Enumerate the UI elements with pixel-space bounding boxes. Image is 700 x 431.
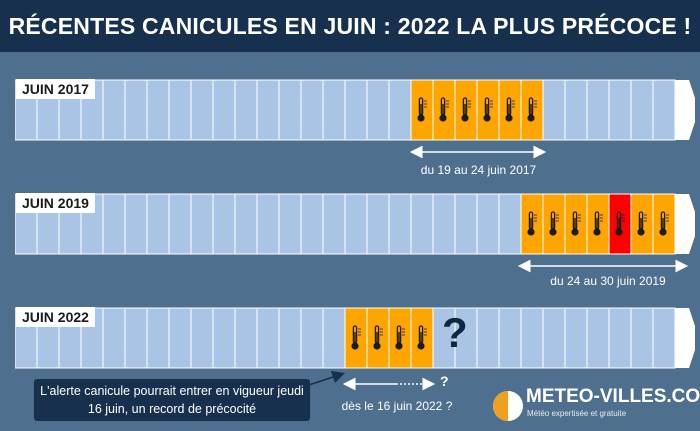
day-cell-25 [542, 193, 566, 255]
thermometer-icon [373, 325, 383, 350]
page-title: RÉCENTES CANICULES EN JUIN : 2022 LA PLU… [0, 0, 700, 52]
timeline-2022-range-caption: dès le 16 juin 2022 ? [341, 399, 453, 413]
timeline-2022: JUIN 2022 [15, 306, 695, 370]
thermometer-icon [395, 325, 405, 350]
day-cell-26 [564, 193, 588, 255]
thermometer-icon [571, 211, 581, 236]
timeline-2017-label: JUIN 2017 [16, 79, 95, 99]
timeline-2017: JUIN 2017 [15, 78, 695, 142]
timeline-2019-label: JUIN 2019 [16, 193, 95, 213]
timeline-arrow-head [675, 194, 695, 254]
day-cell-19 [410, 307, 434, 369]
thermometer-icon [527, 97, 537, 122]
thermometer-icon [505, 97, 515, 122]
thermometer-icon [417, 97, 427, 122]
timeline-2017-range-caption: du 19 au 24 juin 2017 [420, 163, 537, 177]
day-cell-19 [410, 79, 434, 141]
day-cell-20 [432, 79, 456, 141]
thermometer-icon [593, 211, 603, 236]
thermometer-icon [439, 97, 449, 122]
thermometer-icon [417, 325, 427, 350]
timeline-arrow-head [675, 80, 695, 140]
logo: METEO-VILLES.COM Météo expertisée et gra… [492, 386, 700, 426]
thermometer-icon [351, 325, 361, 350]
timeline-2022-label: JUIN 2022 [16, 307, 95, 327]
thermometer-icon [615, 211, 625, 236]
timeline-2019: JUIN 2019 [15, 192, 695, 256]
unknown-end-small-question-mark: ? [440, 373, 449, 389]
timeline-2019-range-caption: du 24 au 30 juin 2019 [550, 274, 666, 288]
day-cell-17 [366, 307, 390, 369]
day-cell-18 [388, 307, 412, 369]
thermometer-icon [483, 97, 493, 122]
logo-name: METEO-VILLES.COM [526, 386, 700, 407]
day-cell-28 [608, 193, 632, 255]
timeline-2022-cells [15, 307, 695, 369]
day-cell-23 [498, 79, 522, 141]
timeline-2019-cells [15, 193, 695, 255]
logo-icon [493, 391, 523, 421]
day-cell-30 [652, 193, 676, 255]
thermometer-icon [527, 211, 537, 236]
logo-tagline: Météo expertisée et gratuite [527, 409, 627, 418]
day-cell-30 [652, 79, 676, 141]
timeline-arrow-head [675, 308, 695, 368]
unknown-end-question-mark: ? [442, 309, 468, 356]
day-cell-29 [630, 193, 654, 255]
thermometer-icon [549, 211, 559, 236]
callout-box: L'alerte canicule pourrait entrer en vig… [34, 379, 310, 421]
day-cell-30 [652, 307, 676, 369]
thermometer-icon [461, 97, 471, 122]
thermometer-icon [637, 211, 647, 236]
thermometer-icon [659, 211, 669, 236]
